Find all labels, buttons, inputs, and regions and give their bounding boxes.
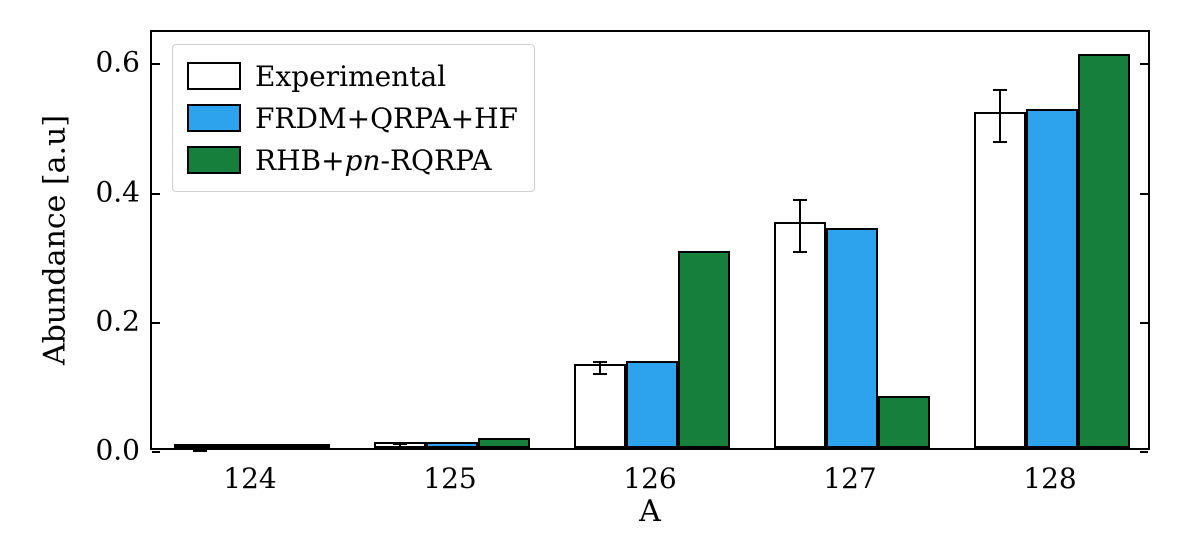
legend-swatch — [187, 146, 241, 174]
y-tick-label: 0.2 — [95, 304, 150, 337]
error-cap — [993, 89, 1007, 91]
bar-frdm — [226, 444, 278, 448]
error-cap — [193, 450, 207, 452]
error-bar — [999, 90, 1001, 142]
legend-item-frdm: FRDM+QRPA+HF — [187, 97, 518, 139]
legend-item-experimental: Experimental — [187, 55, 518, 97]
y-tick — [1140, 63, 1148, 65]
legend-swatch — [187, 62, 241, 90]
y-axis-label: Abundance [a.u] — [38, 115, 73, 365]
error-cap — [593, 361, 607, 363]
legend-label: RHB+pn-RQRPA — [255, 144, 492, 177]
bar-frdm — [1026, 109, 1078, 448]
x-axis-label: A — [639, 494, 661, 529]
error-bar — [799, 200, 801, 252]
x-axis-label-text: A — [639, 494, 661, 529]
bar-frdm — [626, 361, 678, 448]
x-tick-label: 126 — [623, 454, 676, 495]
bar-experimental — [974, 112, 1026, 448]
bar-rhb — [478, 438, 530, 448]
y-tick-label: 0.0 — [95, 434, 150, 467]
x-tick-label: 127 — [823, 454, 876, 495]
legend-label: Experimental — [255, 60, 446, 93]
bar-experimental — [774, 222, 826, 448]
y-tick — [1140, 322, 1148, 324]
bar-experimental — [174, 444, 226, 448]
y-tick — [152, 63, 160, 65]
x-tick-label: 128 — [1023, 454, 1076, 495]
error-cap — [593, 373, 607, 375]
legend: Experimental FRDM+QRPA+HF RHB+pn-RQRPA — [172, 44, 535, 192]
chart-frame: Abundance [a.u] A Experimental FRDM+QRPA+… — [0, 0, 1186, 545]
y-tick — [1140, 451, 1148, 453]
error-cap — [793, 199, 807, 201]
y-tick-label: 0.4 — [95, 175, 150, 208]
bar-frdm — [426, 442, 478, 448]
legend-label: FRDM+QRPA+HF — [255, 102, 518, 135]
bar-rhb — [1078, 54, 1130, 448]
x-tick-label: 125 — [423, 454, 476, 495]
bar-rhb — [278, 444, 330, 448]
legend-item-rhb: RHB+pn-RQRPA — [187, 139, 518, 181]
x-tick-label: 124 — [223, 454, 276, 495]
y-tick — [152, 322, 160, 324]
y-tick — [1140, 193, 1148, 195]
y-tick-label: 0.6 — [95, 46, 150, 79]
bar-rhb — [878, 396, 930, 448]
error-cap — [793, 251, 807, 253]
error-cap — [993, 141, 1007, 143]
bar-frdm — [826, 228, 878, 448]
y-tick — [152, 451, 160, 453]
legend-swatch — [187, 104, 241, 132]
bar-rhb — [678, 251, 730, 448]
bar-experimental — [574, 364, 626, 448]
error-cap — [393, 446, 407, 448]
y-axis-label-text: Abundance [a.u] — [38, 115, 73, 365]
y-tick — [152, 193, 160, 195]
